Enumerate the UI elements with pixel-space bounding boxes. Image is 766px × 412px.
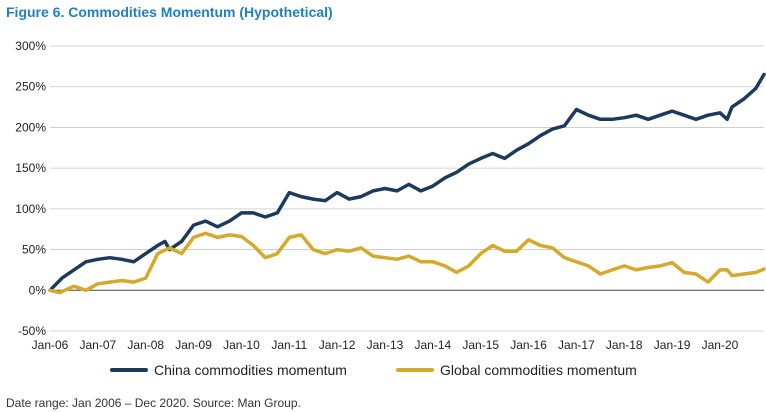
legend-label: Global commodities momentum: [440, 362, 637, 378]
x-tick-label: Jan-06: [32, 338, 69, 352]
x-tick-label: Jan-20: [702, 338, 739, 352]
y-tick-label: 0%: [29, 283, 47, 297]
x-tick-label: Jan-09: [175, 338, 212, 352]
x-tick-label: Jan-11: [271, 338, 307, 352]
y-tick-label: -50%: [18, 324, 46, 338]
y-tick-label: 300%: [15, 39, 46, 53]
legend: China commodities momentum Global commodi…: [110, 362, 637, 378]
x-tick-label: Jan-16: [510, 338, 547, 352]
y-axis-ticks: -50% 0% 50% 100% 150% 200% 250% 300%: [15, 39, 46, 338]
x-tick-label: Jan-18: [606, 338, 643, 352]
y-tick-label: 150%: [15, 161, 46, 175]
x-axis-ticks: Jan-06 Jan-07 Jan-08 Jan-09 Jan-10 Jan-11 Jan-…: [32, 338, 739, 352]
x-tick-label: Jan-07: [80, 338, 117, 352]
x-tick-label: Jan-12: [319, 338, 356, 352]
china-series-line: [48, 72, 766, 293]
grid: [50, 45, 764, 332]
source-note: Date range: Jan 2006 – Dec 2020. Source:…: [6, 396, 301, 410]
x-tick-label: Jan-15: [462, 338, 499, 352]
y-tick-label: 50%: [22, 243, 46, 257]
line-chart: -50%0%50%100%150%200%250%300% Jan-06 Jan-…: [15, 39, 766, 378]
y-tick-label: 100%: [15, 202, 46, 216]
y-tick-label: 200%: [15, 120, 46, 134]
chart-title: Figure 6. Commodities Momentum (Hypothet…: [6, 4, 333, 20]
legend-label: China commodities momentum: [154, 362, 347, 378]
x-tick-label: Jan-14: [414, 338, 451, 352]
x-tick-label: Jan-13: [367, 338, 404, 352]
x-tick-label: Jan-19: [654, 338, 691, 352]
x-tick-label: Jan-10: [223, 338, 260, 352]
global-series-line: [48, 231, 766, 295]
y-tick-label: 250%: [15, 80, 46, 94]
series-lines: [48, 72, 766, 295]
x-tick-label: Jan-08: [127, 338, 164, 352]
x-tick-label: Jan-17: [558, 338, 595, 352]
